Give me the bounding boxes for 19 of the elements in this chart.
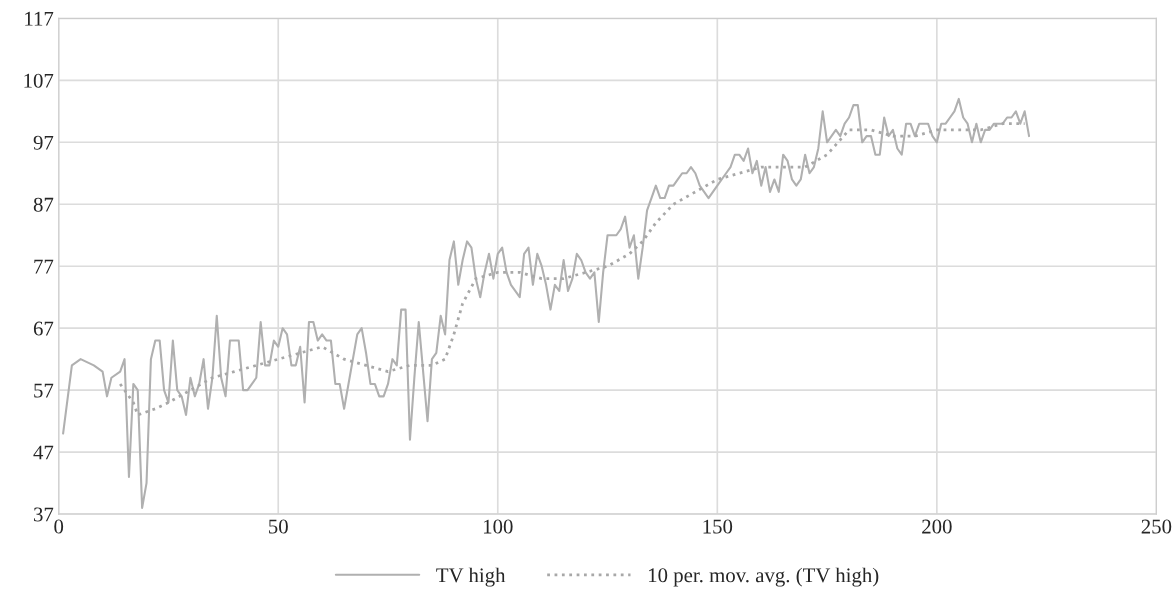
x-tick-label: 150 [703,519,733,534]
y-tick-label: 87 [33,197,54,212]
y-tick-label: 97 [33,135,54,150]
x-tick-label: 250 [1141,519,1172,534]
legend-label: 10 per. mov. avg. (TV high) [649,567,879,587]
line-series [62,97,1031,509]
y-tick-label: 77 [34,259,54,274]
y-tick-label: 37 [34,507,54,522]
legend-label: TV high [436,567,506,587]
x-tick-label: 200 [922,519,952,534]
y-tick-label: 67 [33,321,54,336]
x-tick-label: 100 [483,519,513,534]
x-tick-label: 50 [269,519,288,534]
line-series [118,122,1027,417]
y-tick-label: 107 [24,73,54,88]
y-tick-label: 47 [33,445,54,460]
x-tick-label: 0 [54,519,64,534]
y-tick-label: 57 [34,383,54,398]
y-tick-label: 117 [25,11,54,26]
